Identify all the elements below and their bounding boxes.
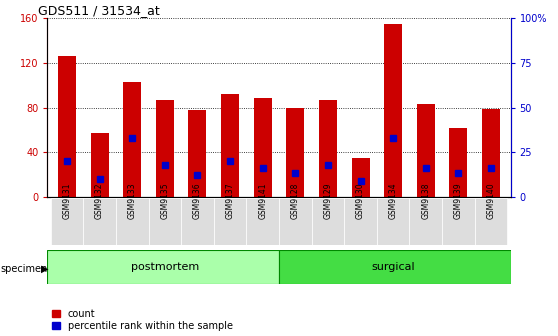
FancyBboxPatch shape (344, 198, 377, 245)
Text: GSM9130: GSM9130 (356, 183, 365, 219)
FancyBboxPatch shape (116, 198, 148, 245)
Bar (449, 128, 468, 197)
Bar (286, 108, 304, 197)
FancyBboxPatch shape (247, 198, 279, 245)
FancyBboxPatch shape (51, 198, 83, 245)
Bar (189, 110, 206, 197)
FancyBboxPatch shape (47, 250, 279, 284)
FancyBboxPatch shape (377, 198, 410, 245)
FancyBboxPatch shape (214, 198, 247, 245)
Bar (123, 82, 141, 197)
FancyBboxPatch shape (279, 198, 311, 245)
Text: GSM9138: GSM9138 (421, 183, 430, 219)
FancyBboxPatch shape (410, 198, 442, 245)
Bar (417, 104, 435, 197)
Text: GSM9133: GSM9133 (128, 183, 137, 219)
FancyBboxPatch shape (475, 198, 507, 245)
Text: GSM9131: GSM9131 (62, 183, 71, 219)
Text: GSM9141: GSM9141 (258, 183, 267, 219)
Text: specimen: specimen (0, 264, 47, 274)
Text: GSM9140: GSM9140 (487, 183, 496, 219)
Text: GSM9136: GSM9136 (193, 183, 202, 219)
Text: GSM9128: GSM9128 (291, 183, 300, 219)
Text: postmortem: postmortem (131, 262, 199, 272)
Bar (352, 158, 369, 197)
Bar (482, 109, 500, 197)
FancyBboxPatch shape (311, 198, 344, 245)
Text: ▶: ▶ (41, 264, 48, 274)
Text: GDS511 / 31534_at: GDS511 / 31534_at (38, 4, 160, 17)
FancyBboxPatch shape (442, 198, 475, 245)
FancyBboxPatch shape (181, 198, 214, 245)
Text: GSM9139: GSM9139 (454, 183, 463, 219)
Text: GSM9134: GSM9134 (389, 183, 398, 219)
Text: GSM9129: GSM9129 (324, 183, 333, 219)
Bar (254, 97, 272, 197)
Bar (90, 133, 109, 197)
Bar (221, 94, 239, 197)
FancyBboxPatch shape (279, 250, 511, 284)
Text: GSM9132: GSM9132 (95, 183, 104, 219)
Bar (384, 24, 402, 197)
Bar (156, 100, 174, 197)
FancyBboxPatch shape (83, 198, 116, 245)
Legend: count, percentile rank within the sample: count, percentile rank within the sample (52, 309, 233, 331)
Text: GSM9137: GSM9137 (225, 183, 234, 219)
Text: GSM9135: GSM9135 (160, 183, 169, 219)
Bar (319, 100, 337, 197)
Bar (58, 56, 76, 197)
FancyBboxPatch shape (148, 198, 181, 245)
Text: surgical: surgical (371, 262, 415, 272)
